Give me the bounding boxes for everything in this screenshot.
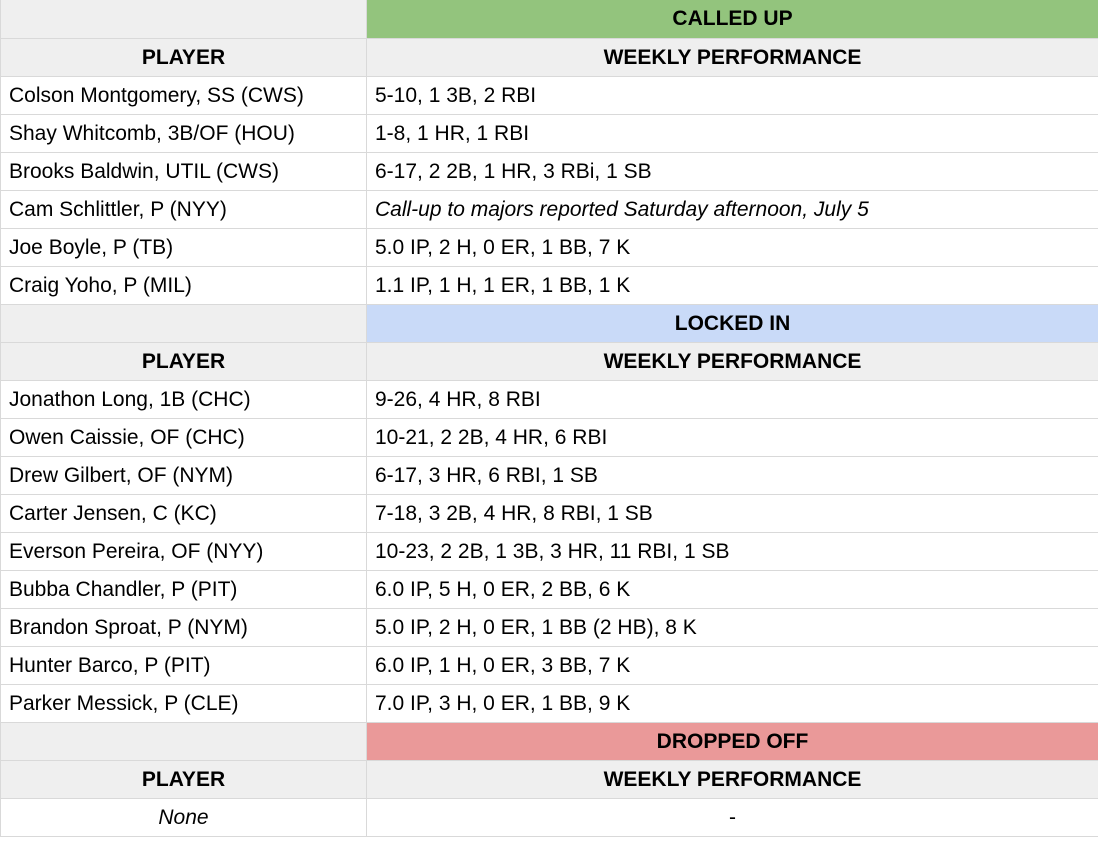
performance-header[interactable]: WEEKLY PERFORMANCE [366, 37, 1098, 77]
table-row: Cam Schlittler, P (NYY) Call-up to major… [0, 189, 1098, 229]
performance-cell[interactable]: 9-26, 4 HR, 8 RBI [366, 379, 1098, 419]
player-cell[interactable]: Bubba Chandler, P (PIT) [0, 569, 367, 609]
performance-cell[interactable]: 5.0 IP, 2 H, 0 ER, 1 BB, 7 K [366, 227, 1098, 267]
table-row: Jonathon Long, 1B (CHC) 9-26, 4 HR, 8 RB… [0, 379, 1098, 419]
performance-cell[interactable]: 6.0 IP, 1 H, 0 ER, 3 BB, 7 K [366, 645, 1098, 685]
performance-cell[interactable]: 1-8, 1 HR, 1 RBI [366, 113, 1098, 153]
blank-cell[interactable] [0, 721, 367, 761]
section-title-dropped-off[interactable]: DROPPED OFF [366, 721, 1098, 761]
table-row: Bubba Chandler, P (PIT) 6.0 IP, 5 H, 0 E… [0, 569, 1098, 609]
player-cell[interactable]: Hunter Barco, P (PIT) [0, 645, 367, 685]
player-cell[interactable]: Drew Gilbert, OF (NYM) [0, 455, 367, 495]
table-row: Drew Gilbert, OF (NYM) 6-17, 3 HR, 6 RBI… [0, 455, 1098, 495]
performance-cell[interactable]: 1.1 IP, 1 H, 1 ER, 1 BB, 1 K [366, 265, 1098, 305]
player-cell[interactable]: Craig Yoho, P (MIL) [0, 265, 367, 305]
performance-cell[interactable]: - [366, 797, 1098, 837]
performance-cell[interactable]: 5.0 IP, 2 H, 0 ER, 1 BB (2 HB), 8 K [366, 607, 1098, 647]
table-row: Owen Caissie, OF (CHC) 10-21, 2 2B, 4 HR… [0, 417, 1098, 457]
player-cell[interactable]: Carter Jensen, C (KC) [0, 493, 367, 533]
table-row: Craig Yoho, P (MIL) 1.1 IP, 1 H, 1 ER, 1… [0, 265, 1098, 305]
player-cell[interactable]: Joe Boyle, P (TB) [0, 227, 367, 267]
section-title-row: CALLED UP [0, 0, 1098, 39]
player-cell[interactable]: Brooks Baldwin, UTIL (CWS) [0, 151, 367, 191]
column-header-row: PLAYER WEEKLY PERFORMANCE [0, 759, 1098, 799]
table-row: Brooks Baldwin, UTIL (CWS) 6-17, 2 2B, 1… [0, 151, 1098, 191]
player-cell[interactable]: Owen Caissie, OF (CHC) [0, 417, 367, 457]
player-header[interactable]: PLAYER [0, 341, 367, 381]
section-title-row: DROPPED OFF [0, 721, 1098, 761]
player-cell[interactable]: Jonathon Long, 1B (CHC) [0, 379, 367, 419]
table-row: Hunter Barco, P (PIT) 6.0 IP, 1 H, 0 ER,… [0, 645, 1098, 685]
performance-cell[interactable]: 10-23, 2 2B, 1 3B, 3 HR, 11 RBI, 1 SB [366, 531, 1098, 571]
table-row: Everson Pereira, OF (NYY) 10-23, 2 2B, 1… [0, 531, 1098, 571]
section-title-row: LOCKED IN [0, 303, 1098, 343]
performance-cell[interactable]: 7.0 IP, 3 H, 0 ER, 1 BB, 9 K [366, 683, 1098, 723]
section-title-locked-in[interactable]: LOCKED IN [366, 303, 1098, 343]
performance-cell[interactable]: 6.0 IP, 5 H, 0 ER, 2 BB, 6 K [366, 569, 1098, 609]
player-cell[interactable]: Brandon Sproat, P (NYM) [0, 607, 367, 647]
table-row: Colson Montgomery, SS (CWS) 5-10, 1 3B, … [0, 75, 1098, 115]
player-cell[interactable]: Cam Schlittler, P (NYY) [0, 189, 367, 229]
performance-cell[interactable]: 6-17, 3 HR, 6 RBI, 1 SB [366, 455, 1098, 495]
player-cell[interactable]: Colson Montgomery, SS (CWS) [0, 75, 367, 115]
performance-cell[interactable]: 5-10, 1 3B, 2 RBI [366, 75, 1098, 115]
performance-header[interactable]: WEEKLY PERFORMANCE [366, 759, 1098, 799]
blank-cell[interactable] [0, 303, 367, 343]
table-row: Joe Boyle, P (TB) 5.0 IP, 2 H, 0 ER, 1 B… [0, 227, 1098, 267]
player-header[interactable]: PLAYER [0, 37, 367, 77]
player-cell[interactable]: Shay Whitcomb, 3B/OF (HOU) [0, 113, 367, 153]
table-row: Parker Messick, P (CLE) 7.0 IP, 3 H, 0 E… [0, 683, 1098, 723]
performance-cell[interactable]: 7-18, 3 2B, 4 HR, 8 RBI, 1 SB [366, 493, 1098, 533]
table-row: None - [0, 797, 1098, 837]
player-cell[interactable]: None [0, 797, 367, 837]
table-row: Carter Jensen, C (KC) 7-18, 3 2B, 4 HR, … [0, 493, 1098, 533]
table-row: Shay Whitcomb, 3B/OF (HOU) 1-8, 1 HR, 1 … [0, 113, 1098, 153]
performance-cell[interactable]: 6-17, 2 2B, 1 HR, 3 RBi, 1 SB [366, 151, 1098, 191]
performance-header[interactable]: WEEKLY PERFORMANCE [366, 341, 1098, 381]
performance-cell[interactable]: 10-21, 2 2B, 4 HR, 6 RBI [366, 417, 1098, 457]
section-title-called-up[interactable]: CALLED UP [366, 0, 1098, 39]
table-row: Brandon Sproat, P (NYM) 5.0 IP, 2 H, 0 E… [0, 607, 1098, 647]
column-header-row: PLAYER WEEKLY PERFORMANCE [0, 37, 1098, 77]
player-header[interactable]: PLAYER [0, 759, 367, 799]
performance-cell[interactable]: Call-up to majors reported Saturday afte… [366, 189, 1098, 229]
player-cell[interactable]: Parker Messick, P (CLE) [0, 683, 367, 723]
column-header-row: PLAYER WEEKLY PERFORMANCE [0, 341, 1098, 381]
blank-cell[interactable] [0, 0, 367, 39]
player-cell[interactable]: Everson Pereira, OF (NYY) [0, 531, 367, 571]
